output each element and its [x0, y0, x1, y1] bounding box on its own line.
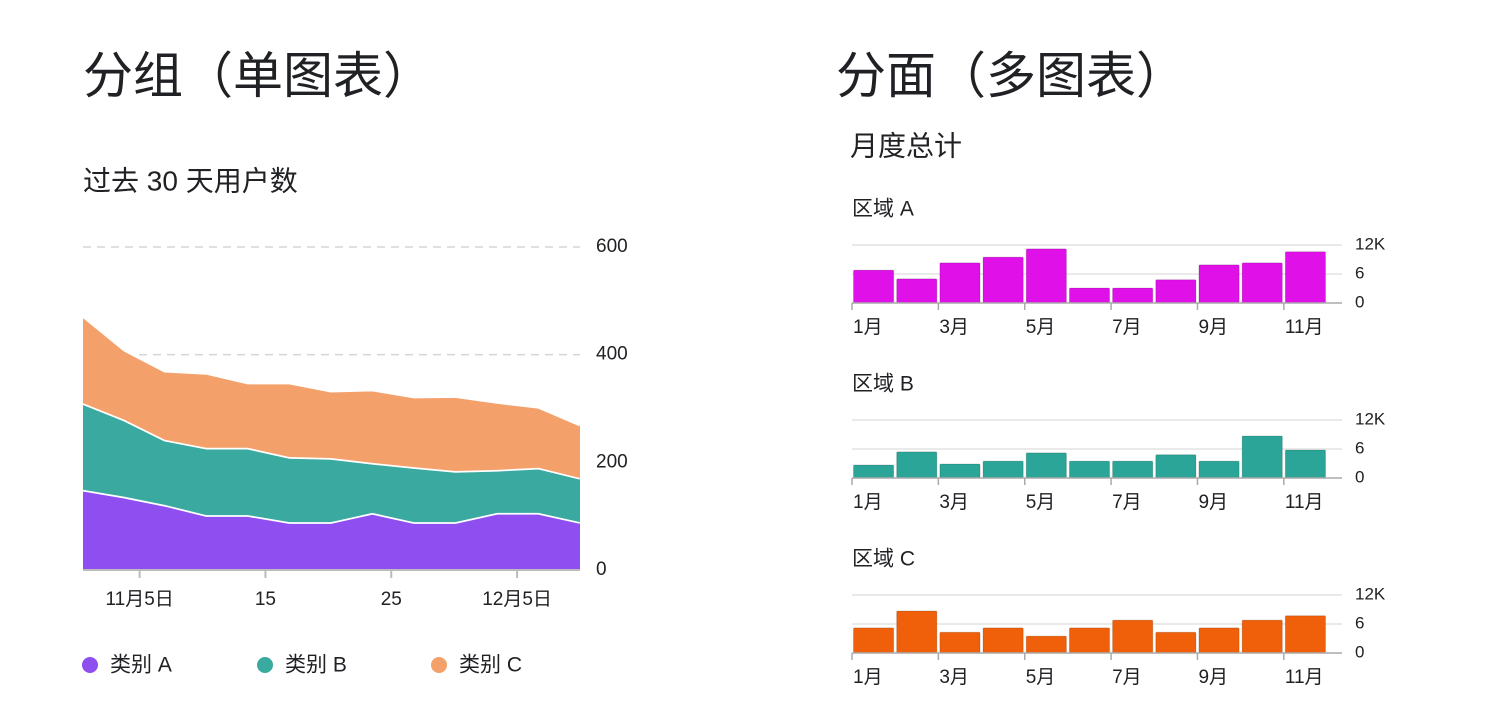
legend-swatch: [431, 657, 447, 673]
legend-label: 类别 C: [459, 654, 522, 677]
x-tick-label: 9月: [1198, 667, 1228, 688]
x-tick-label: 9月: [1198, 317, 1228, 338]
x-tick-label: 1月: [853, 667, 883, 688]
bar: [1198, 627, 1240, 654]
layer-edge: [81, 314, 581, 427]
bar: [1112, 460, 1154, 479]
bar: [1284, 615, 1327, 654]
bar: [1068, 287, 1111, 304]
bar: [1112, 287, 1154, 304]
bar: [1155, 454, 1197, 479]
x-tick-label: 9月: [1198, 492, 1228, 513]
bar: [1284, 251, 1327, 304]
y-tick-label: 200: [596, 451, 628, 472]
x-tick-label: 5月: [1026, 492, 1056, 513]
area-layer: [83, 315, 580, 478]
y-tick-label: 0: [1355, 292, 1364, 311]
y-tick-label: 0: [596, 559, 607, 580]
bar: [1241, 435, 1283, 479]
bar: [982, 460, 1024, 479]
x-tick-label: 1月: [853, 492, 883, 513]
y-tick-label: 12K: [1355, 234, 1386, 253]
x-tick-label: 3月: [939, 492, 969, 513]
bar: [1112, 619, 1154, 654]
bar: [853, 269, 895, 304]
x-tick-label: 1月: [853, 317, 883, 338]
x-tick-label: 25: [381, 589, 402, 610]
chart-title: 过去 30 天用户数: [83, 165, 298, 196]
legend-swatch: [257, 657, 273, 673]
y-tick-label: 12K: [1355, 409, 1386, 428]
y-tick-label: 400: [596, 344, 628, 365]
x-tick-label: 5月: [1026, 317, 1056, 338]
bar: [896, 278, 938, 304]
bar: [1241, 262, 1283, 304]
legend-label: 类别 B: [285, 654, 347, 677]
bar: [982, 256, 1024, 304]
y-tick-label: 6: [1355, 613, 1364, 632]
bar: [853, 464, 895, 479]
bar: [1025, 452, 1067, 479]
bar: [853, 627, 895, 654]
bar: [1241, 619, 1283, 654]
bar: [1025, 635, 1067, 654]
bar: [1025, 248, 1067, 304]
panel-title: 月度总计: [850, 130, 962, 161]
facet-title: 区域 B: [852, 373, 914, 396]
y-tick-label: 12K: [1355, 584, 1386, 603]
bar: [896, 610, 938, 654]
legend-swatch: [82, 657, 98, 673]
heading: 分面（多图表）: [836, 48, 1186, 104]
x-tick-label: 7月: [1112, 492, 1142, 513]
legend-label: 类别 A: [110, 654, 172, 677]
x-tick-label: 7月: [1112, 317, 1142, 338]
bar: [1198, 460, 1240, 479]
x-tick-label: 7月: [1112, 667, 1142, 688]
x-tick-label: 5月: [1026, 667, 1056, 688]
x-tick-label: 11月5日: [105, 589, 173, 610]
y-tick-label: 0: [1355, 467, 1364, 486]
bar: [1068, 460, 1111, 479]
bar: [939, 631, 981, 654]
area-layer: [83, 403, 580, 523]
x-tick-label: 11月: [1285, 667, 1324, 688]
area-layer: [83, 489, 580, 570]
bar: [1198, 264, 1240, 304]
bar: [1155, 631, 1197, 654]
facet-title: 区域 A: [852, 198, 914, 221]
bar: [896, 451, 938, 479]
bar: [1068, 627, 1111, 654]
x-tick-label: 3月: [939, 317, 969, 338]
y-tick-label: 6: [1355, 263, 1364, 282]
x-tick-label: 12月5日: [482, 589, 552, 610]
facet-title: 区域 C: [852, 548, 915, 571]
x-tick-label: 15: [255, 589, 276, 610]
heading: 分组（单图表）: [83, 48, 433, 104]
bar: [1284, 449, 1327, 479]
x-tick-label: 3月: [939, 667, 969, 688]
bar: [982, 627, 1024, 654]
bar: [939, 262, 981, 304]
x-tick-label: 11月: [1285, 317, 1324, 338]
y-tick-label: 0: [1355, 642, 1364, 661]
bar: [1155, 279, 1197, 304]
x-tick-label: 11月: [1285, 492, 1324, 513]
bar: [939, 463, 981, 479]
y-tick-label: 600: [596, 236, 628, 257]
y-tick-label: 6: [1355, 438, 1364, 457]
